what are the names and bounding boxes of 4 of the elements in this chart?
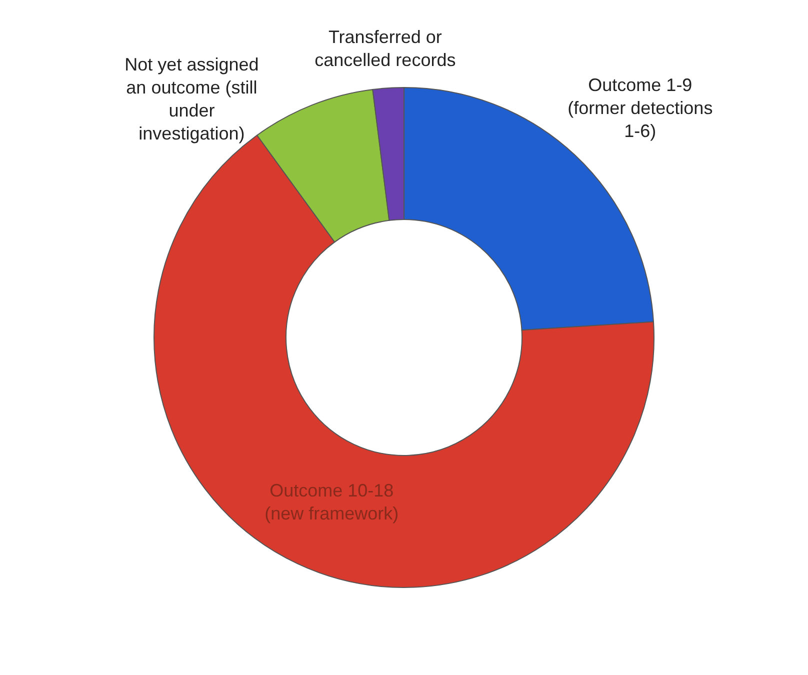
slice-label: Outcome 1-9 (former detections 1-6)	[568, 75, 713, 142]
slice-label: Transferred or cancelled records	[314, 27, 456, 70]
slice-label: Outcome 10-18 (new framework)	[264, 480, 399, 524]
slice-label: Not yet assigned an outcome (still under investigation)	[124, 54, 259, 144]
